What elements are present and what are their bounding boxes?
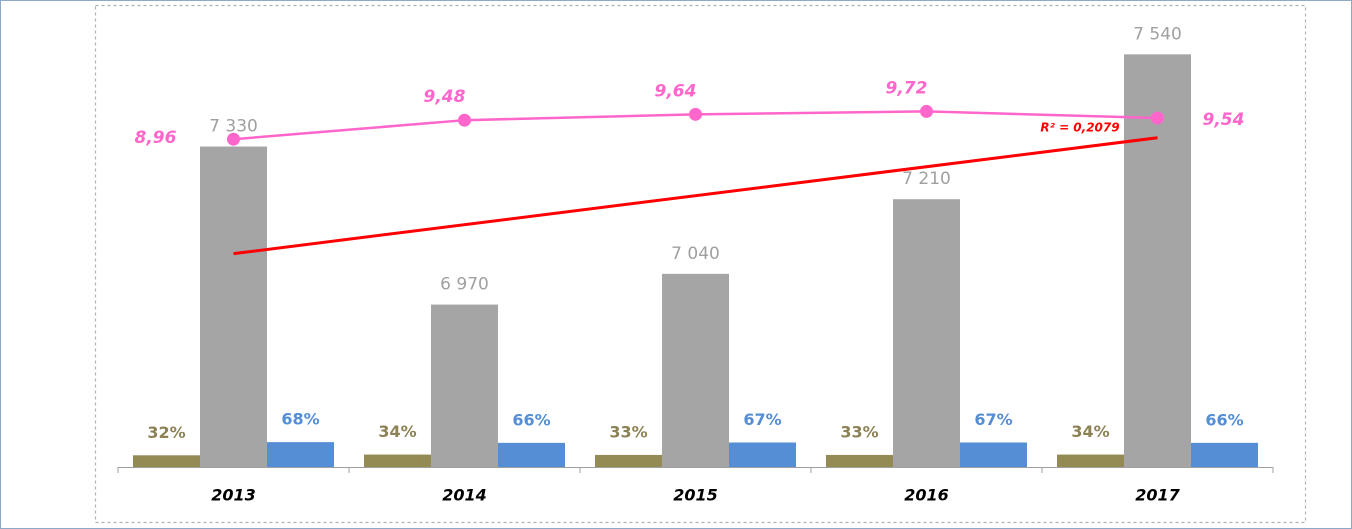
data-label: 67% [974,410,1012,429]
x-tick-label: 2015 [673,486,718,505]
x-axis: 2013 2014 2015 2016 2017 [117,467,1274,505]
bar [960,442,1027,467]
bar [1057,454,1124,467]
data-label: 7 210 [902,169,951,189]
x-tick-label: 2017 [1135,486,1180,505]
data-label: 66% [1205,410,1243,429]
bar [893,199,960,467]
data-label: 33% [609,422,647,441]
line-point [458,113,471,127]
data-label: 34% [378,422,416,441]
annotation: R² = 0,2079 [1040,121,1119,135]
bar [133,455,200,467]
line-point [227,132,240,146]
data-label: 66% [512,410,550,429]
data-label: 9,64 [655,81,697,101]
bar [498,442,565,467]
trendline [233,136,1158,256]
data-label: 7 040 [671,244,720,264]
line-point [1151,111,1164,125]
bar [826,454,893,467]
data-label: 32% [147,423,185,442]
line-point [689,107,702,121]
x-tick-label: 2013 [211,486,256,505]
bar [267,442,334,467]
x-tick-label: 2014 [442,486,487,505]
line-point [920,104,933,118]
data-label: 7 330 [209,117,258,137]
data-label: 9,48 [424,87,466,107]
data-label: 34% [1071,422,1109,441]
data-label: 8,96 [135,128,177,148]
data-label: 67% [743,410,781,429]
bar [431,304,498,467]
marks: 32% 34% 33% 33% 34% 7 330 6 970 7 040 7 210 7 540… [133,24,1258,468]
data-label: 68% [281,410,319,429]
bar [662,273,729,467]
bar [200,146,267,467]
x-tick-label: 2016 [904,486,949,505]
data-label: 33% [840,422,878,441]
data-label: 9,54 [1203,110,1245,130]
bar [1191,442,1258,467]
bar [729,442,796,467]
data-label: 7 540 [1133,24,1182,44]
bar [364,454,431,467]
data-label: 6 970 [440,275,489,295]
data-label: 9,72 [886,78,928,98]
bar [595,454,662,467]
